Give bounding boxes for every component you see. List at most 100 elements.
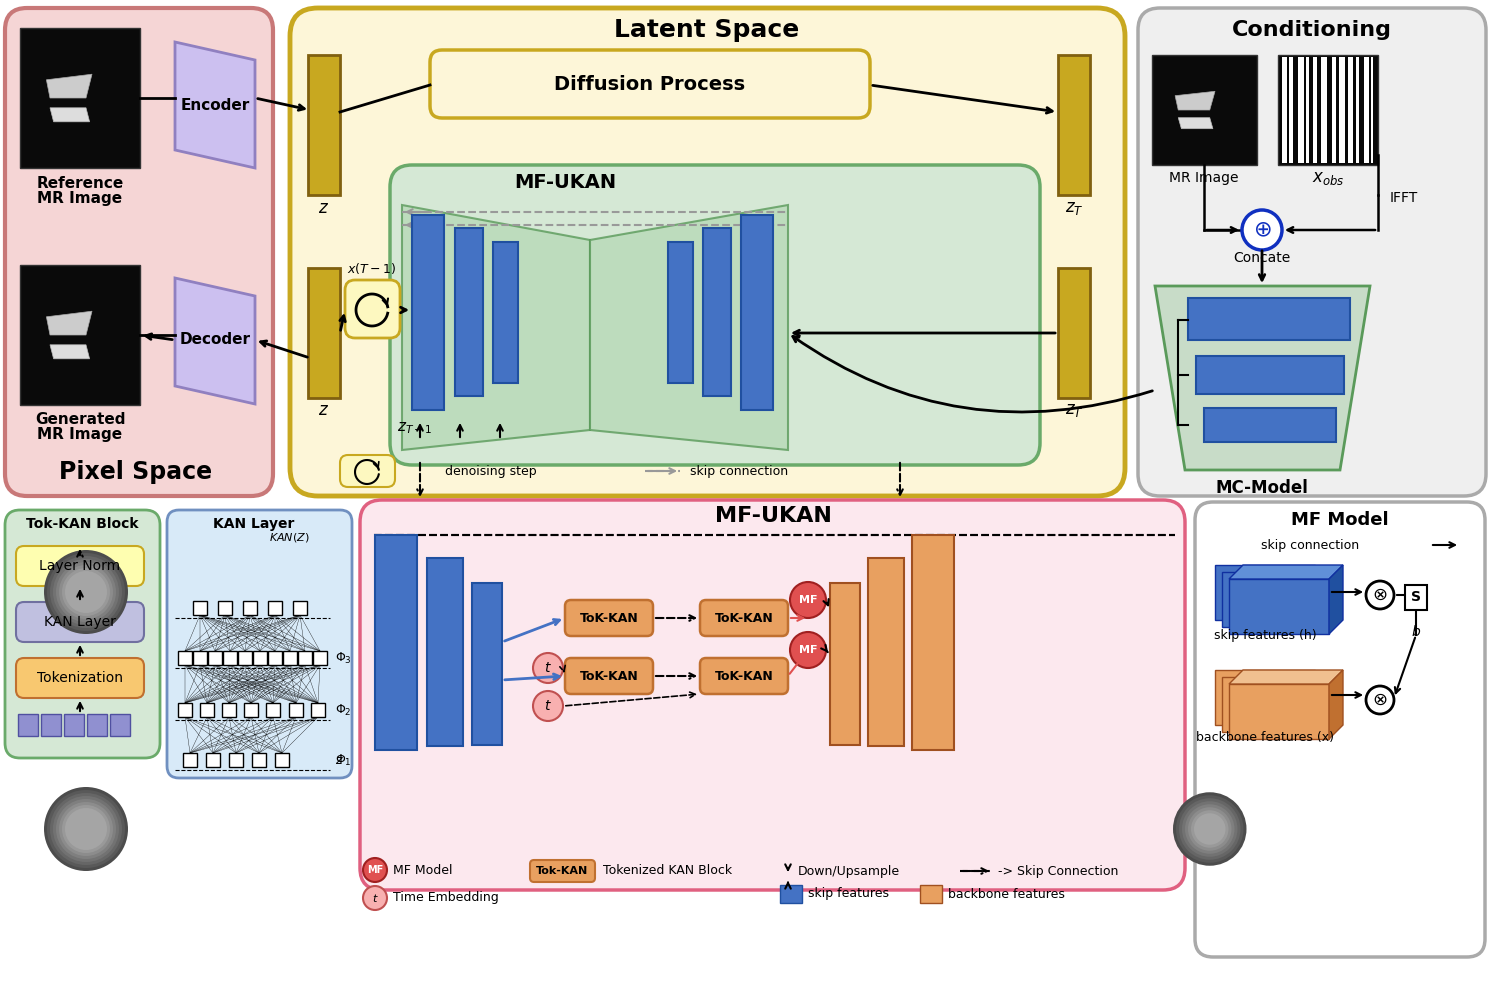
Polygon shape: [1176, 91, 1215, 110]
Bar: [208, 651, 223, 665]
Text: Diffusion Process: Diffusion Process: [554, 76, 746, 94]
Polygon shape: [1330, 670, 1343, 739]
Text: IFFT: IFFT: [1389, 191, 1418, 205]
Bar: [831, 583, 861, 745]
Text: MF Model: MF Model: [393, 863, 453, 877]
Circle shape: [58, 565, 114, 619]
Bar: [223, 703, 236, 717]
Circle shape: [55, 799, 117, 859]
Bar: [19, 28, 140, 168]
Circle shape: [66, 808, 108, 850]
Bar: [267, 651, 282, 665]
Text: MF: MF: [799, 645, 817, 655]
Bar: [472, 583, 502, 745]
Text: ToK-KAN: ToK-KAN: [714, 669, 774, 682]
Text: Latent Space: Latent Space: [614, 18, 799, 42]
Text: Conditioning: Conditioning: [1233, 20, 1392, 40]
Bar: [206, 753, 220, 767]
FancyBboxPatch shape: [16, 602, 143, 642]
Text: skip features (h): skip features (h): [1213, 628, 1316, 642]
Text: KAN Layer: KAN Layer: [43, 615, 117, 629]
Text: Tokenization: Tokenization: [37, 671, 123, 685]
Text: ToK-KAN: ToK-KAN: [580, 669, 638, 682]
Text: Tok-KAN: Tok-KAN: [536, 866, 589, 876]
FancyBboxPatch shape: [167, 510, 353, 778]
Bar: [223, 651, 238, 665]
Bar: [314, 651, 327, 665]
Bar: [178, 703, 193, 717]
Text: $z_T$: $z_T$: [1065, 401, 1083, 419]
Text: backbone features: backbone features: [949, 888, 1065, 900]
Bar: [308, 268, 341, 398]
FancyBboxPatch shape: [16, 658, 143, 698]
Text: MF-UKAN: MF-UKAN: [714, 506, 832, 526]
Text: $t$: $t$: [544, 699, 551, 713]
Circle shape: [1182, 801, 1237, 857]
Bar: [1188, 298, 1351, 340]
Polygon shape: [175, 278, 255, 404]
Text: $\otimes$: $\otimes$: [1373, 691, 1388, 709]
Bar: [218, 601, 232, 615]
Text: Encoder: Encoder: [181, 97, 249, 112]
Text: MR Image: MR Image: [1170, 171, 1239, 185]
Bar: [1058, 55, 1091, 195]
Text: denoising step: denoising step: [445, 465, 536, 478]
Circle shape: [363, 886, 387, 910]
Bar: [911, 535, 955, 750]
Bar: [87, 714, 108, 736]
Circle shape: [1242, 210, 1282, 250]
Circle shape: [1173, 792, 1246, 866]
Bar: [1339, 57, 1345, 163]
Circle shape: [1366, 686, 1394, 714]
FancyBboxPatch shape: [565, 600, 653, 636]
Polygon shape: [49, 108, 90, 122]
Bar: [267, 601, 282, 615]
Bar: [1215, 565, 1315, 620]
Text: $z$: $z$: [318, 401, 330, 419]
Bar: [1152, 55, 1256, 165]
Text: Tokenized KAN Block: Tokenized KAN Block: [604, 864, 732, 878]
Polygon shape: [590, 205, 787, 450]
Text: MC-Model: MC-Model: [1216, 479, 1309, 497]
Bar: [1282, 57, 1286, 163]
Text: S: S: [1410, 590, 1421, 604]
Circle shape: [43, 550, 128, 634]
Bar: [244, 601, 257, 615]
Circle shape: [66, 571, 108, 613]
Bar: [288, 703, 303, 717]
Bar: [64, 714, 84, 736]
FancyBboxPatch shape: [341, 455, 394, 487]
Bar: [282, 651, 297, 665]
Circle shape: [1191, 810, 1228, 847]
Text: skip connection: skip connection: [1261, 539, 1360, 551]
Bar: [375, 535, 417, 750]
Text: ToK-KAN: ToK-KAN: [580, 611, 638, 624]
Polygon shape: [1230, 565, 1343, 579]
Bar: [252, 753, 266, 767]
Bar: [40, 714, 61, 736]
Text: skip features: skip features: [808, 888, 889, 900]
Text: $t$: $t$: [544, 661, 551, 675]
Circle shape: [61, 805, 111, 853]
FancyBboxPatch shape: [530, 860, 595, 882]
Bar: [1321, 57, 1327, 163]
Text: MR Image: MR Image: [37, 428, 123, 442]
Text: ToK-KAN: ToK-KAN: [714, 611, 774, 624]
Text: MF: MF: [368, 865, 382, 875]
Bar: [668, 242, 693, 383]
Text: KAN Layer: KAN Layer: [214, 517, 294, 531]
Bar: [704, 228, 731, 396]
FancyBboxPatch shape: [1138, 8, 1487, 496]
Circle shape: [49, 793, 123, 865]
Bar: [311, 703, 326, 717]
Polygon shape: [1179, 118, 1213, 129]
Bar: [1058, 268, 1091, 398]
Circle shape: [1176, 795, 1243, 863]
Circle shape: [1366, 581, 1394, 609]
Circle shape: [55, 562, 117, 622]
Bar: [1230, 684, 1330, 739]
Polygon shape: [46, 312, 93, 335]
Text: $z$: $z$: [335, 754, 344, 767]
FancyBboxPatch shape: [390, 165, 1040, 465]
Bar: [1364, 57, 1369, 163]
